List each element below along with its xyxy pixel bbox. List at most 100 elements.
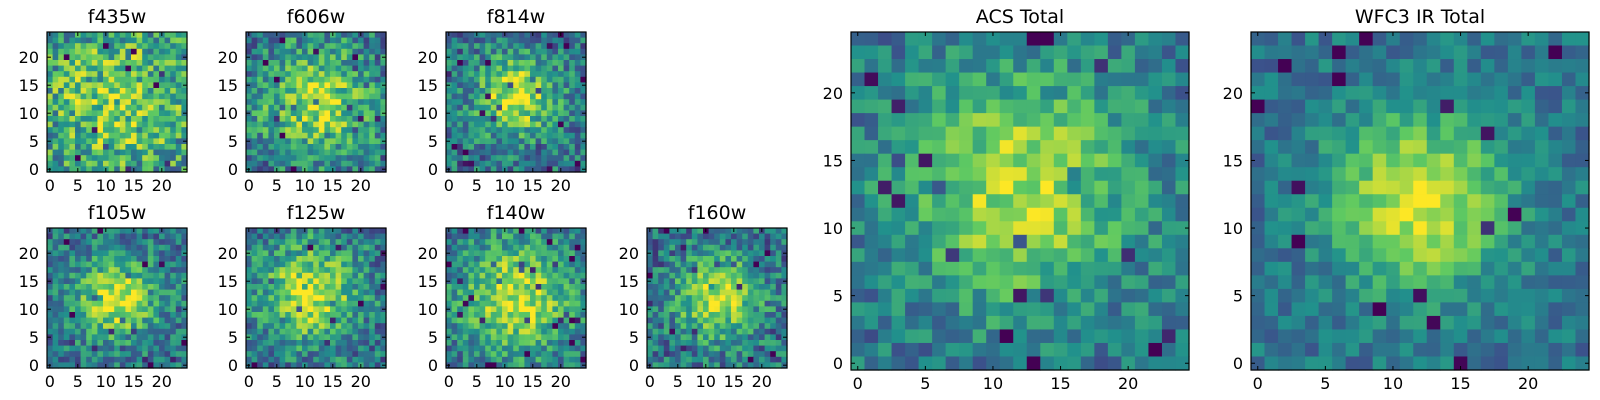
heatmap-cell [731,340,738,347]
heatmap-cell [97,340,104,347]
heatmap-cell [474,278,481,285]
heatmap-cell [153,93,160,100]
heatmap-cell [552,82,559,89]
heatmap-cell [47,132,54,139]
heatmap-cell [999,153,1014,168]
heatmap-cell [164,239,171,246]
heatmap-cell [302,239,309,246]
heatmap-cell [652,312,659,319]
heatmap-cell [518,284,525,291]
heatmap-cell [524,32,531,39]
heatmap-cell [330,160,337,167]
heatmap-cell [580,60,587,67]
heatmap-cell [108,317,115,324]
heatmap-cell [285,138,292,145]
heatmap-cell [474,256,481,263]
heatmap-cell [513,65,520,72]
heatmap-cell [753,272,760,279]
heatmap-cell [747,317,754,324]
heatmap-cell [91,155,98,162]
heatmap-cell [335,48,342,55]
heatmap-cell [457,284,464,291]
heatmap-cell [363,345,370,352]
heatmap-cell [742,239,749,246]
heatmap-cell [580,345,587,352]
heatmap-cell [164,345,171,352]
heatmap-cell [485,138,492,145]
heatmap-cell [114,65,121,72]
heatmap-cell [552,250,559,257]
heatmap-cell [496,312,503,319]
heatmap-cell [313,284,320,291]
heatmap-cell [747,284,754,291]
heatmap-cell [703,323,710,330]
heatmap-cell [153,261,160,268]
heatmap-cell [330,121,337,128]
heatmap-cell [535,116,542,123]
heatmap-cell [932,126,947,141]
heatmap-cell [524,37,531,44]
heatmap-cell [457,99,464,106]
heatmap-cell [697,256,704,263]
heatmap-cell [518,144,525,151]
heatmap-cell [324,233,331,240]
heatmap-cell [524,300,531,307]
heatmap-cell [541,328,548,335]
heatmap-cell [753,312,760,319]
heatmap-cell [658,323,665,330]
heatmap-cell [691,233,698,240]
heatmap-cell [136,267,143,274]
heatmap-cell [268,132,275,139]
heatmap-cell [697,233,704,240]
heatmap-cell [770,328,777,335]
heatmap-cell [558,121,565,128]
heatmap-cell [697,244,704,251]
heatmap-cell [490,121,497,128]
heatmap-cell [524,48,531,55]
heatmap-cell [80,48,87,55]
heatmap-cell [307,306,314,313]
heatmap-cell [446,155,453,162]
heatmap-cell [47,144,54,151]
heatmap-cell [307,138,314,145]
heatmap-cell [546,166,553,173]
heatmap-cell [324,116,331,123]
heatmap-cell [703,345,710,352]
heatmap-cell [358,250,365,257]
heatmap-cell [103,127,110,134]
heatmap-cell [330,312,337,319]
heatmap-cell [369,340,376,347]
heatmap-cell [302,93,309,100]
heatmap-cell [468,345,475,352]
heatmap-cell [945,113,960,128]
heatmap-cell [1175,113,1190,128]
heatmap-cell [457,132,464,139]
heatmap-cell [574,127,581,134]
heatmap-cell [125,244,132,251]
heatmap-cell [574,149,581,156]
heatmap-cell [52,155,59,162]
heatmap-cell [999,59,1014,74]
heatmap-cell [451,306,458,313]
heatmap-cell [457,155,464,162]
heatmap-cell [147,244,154,251]
heatmap-cell [103,160,110,167]
heatmap-cell [170,93,177,100]
heatmap-cell [369,250,376,257]
heatmap-cell [518,116,525,123]
heatmap-cell [736,239,743,246]
heatmap-cell [318,54,325,61]
heatmap-cell [246,149,253,156]
heatmap-cell [374,104,381,111]
heatmap-cell [246,233,253,240]
heatmap-cell [513,351,520,358]
heatmap-cell [742,278,749,285]
heatmap-cell [736,272,743,279]
heatmap-cell [363,166,370,173]
heatmap-cell [580,93,587,100]
heatmap-cell [380,99,387,106]
heatmap-cell [63,356,70,363]
heatmap-cell [507,110,514,117]
heatmap-cell [346,250,353,257]
heatmap-cell [569,272,576,279]
